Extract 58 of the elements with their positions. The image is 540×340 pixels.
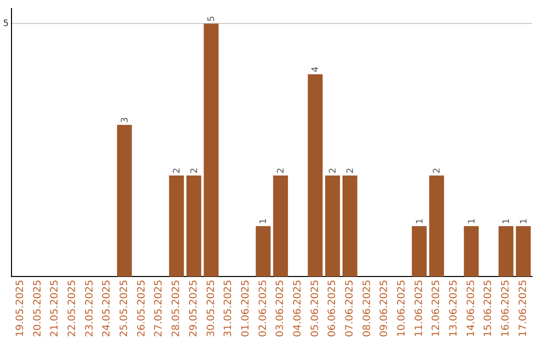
data-label: 2 xyxy=(328,168,339,174)
bar xyxy=(308,74,323,277)
x-tick-label: 09.06.2025 xyxy=(379,280,390,338)
x-tick-label: 24.05.2025 xyxy=(102,280,113,338)
data-label: 2 xyxy=(190,168,200,174)
x-tick-label: 30.05.2025 xyxy=(206,280,217,338)
x-tick-label: 19.05.2025 xyxy=(14,280,26,338)
data-label: 1 xyxy=(502,218,512,224)
x-tick-label: 14.06.2025 xyxy=(466,280,477,338)
x-tick-label: 17.06.2025 xyxy=(518,280,529,338)
x-tick-label: 23.05.2025 xyxy=(84,280,96,338)
x-tick-label: 05.06.2025 xyxy=(310,280,321,338)
x-tick-label: 08.06.2025 xyxy=(362,280,373,338)
bar xyxy=(464,226,479,277)
x-tick-label: 20.05.2025 xyxy=(32,280,44,338)
data-label: 2 xyxy=(276,168,287,174)
bar xyxy=(412,226,427,277)
data-label: 2 xyxy=(346,168,356,174)
x-tick-label: 10.06.2025 xyxy=(396,280,408,338)
x-tick-label: 06.06.2025 xyxy=(327,280,338,338)
x-tick-label: 02.06.2025 xyxy=(258,280,269,338)
x-tick-label: 29.05.2025 xyxy=(188,280,200,338)
x-tick-label: 13.06.2025 xyxy=(448,280,460,338)
bar xyxy=(256,226,271,277)
x-tick-label: 26.05.2025 xyxy=(136,280,148,338)
bar xyxy=(429,175,444,277)
bar xyxy=(117,124,132,277)
bar xyxy=(498,226,514,277)
x-tick-label: 15.06.2025 xyxy=(483,280,494,338)
bar xyxy=(204,24,219,277)
x-tick-label: 25.05.2025 xyxy=(119,280,130,338)
x-tick-label: 12.06.2025 xyxy=(431,280,442,338)
data-label: 4 xyxy=(311,66,322,72)
x-tick-label: 11.06.2025 xyxy=(414,280,425,338)
data-label: 2 xyxy=(172,168,182,174)
bar xyxy=(169,175,184,277)
x-tick-label: 16.06.2025 xyxy=(500,280,512,338)
data-label: 2 xyxy=(432,168,443,174)
data-label: 5 xyxy=(207,16,218,22)
x-tick-label: 28.05.2025 xyxy=(171,280,182,338)
bar xyxy=(273,175,288,277)
x-tick-label: 21.05.2025 xyxy=(50,280,61,338)
bar xyxy=(342,175,358,277)
data-label: 1 xyxy=(415,218,426,224)
data-label: 1 xyxy=(467,218,478,224)
x-tick-label: 22.05.2025 xyxy=(67,280,78,338)
bar xyxy=(516,226,531,277)
data-label: 3 xyxy=(120,117,130,123)
x-tick-label: 04.06.2025 xyxy=(292,280,304,338)
bar xyxy=(325,175,340,277)
x-tick-label: 07.06.2025 xyxy=(344,280,356,338)
data-label: 1 xyxy=(259,218,270,224)
bar xyxy=(186,175,202,277)
x-tick-label: 27.05.2025 xyxy=(154,280,165,338)
x-tick-label: 01.06.2025 xyxy=(240,280,252,338)
x-tick-label: 31.05.2025 xyxy=(223,280,234,338)
data-label: 1 xyxy=(519,218,530,224)
x-tick-label: 03.06.2025 xyxy=(275,280,286,338)
